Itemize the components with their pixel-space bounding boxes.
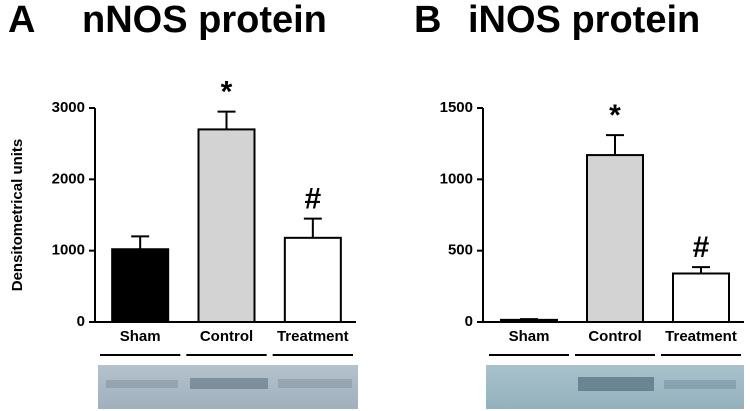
x-tick-label: Control: [588, 328, 641, 345]
x-tick-label: Treatment: [277, 328, 349, 345]
y-tick-label: 1000: [52, 242, 85, 259]
y-tick-label: 0: [465, 313, 473, 330]
bar: [500, 318, 558, 323]
y-axis-label: Densitometrical units: [9, 139, 26, 292]
x-tick-label: Sham: [120, 328, 161, 345]
y-tick-label: 3000: [52, 99, 85, 116]
bar: [586, 154, 644, 323]
blot-b: [486, 365, 744, 409]
x-tick-label: Control: [200, 328, 253, 345]
chart-title: nNOS protein: [82, 0, 327, 41]
x-tick-label: Treatment: [665, 328, 737, 345]
x-tick-label: Sham: [509, 328, 550, 345]
panel-letter: A: [8, 0, 35, 41]
annotation: *: [609, 99, 621, 132]
bar: [283, 236, 342, 323]
annotation: #: [304, 182, 321, 215]
annotation: #: [693, 231, 710, 264]
y-tick-label: 1000: [440, 170, 473, 187]
y-tick-label: 0: [77, 313, 85, 330]
chart-title: iNOS protein: [468, 0, 700, 41]
annotation: *: [221, 75, 233, 108]
bar: [197, 128, 256, 323]
y-tick-label: 2000: [52, 170, 85, 187]
y-tick-label: 500: [448, 242, 473, 259]
panel-letter: B: [414, 0, 441, 41]
blot-a: [98, 365, 358, 409]
bar: [672, 272, 730, 324]
bar: [111, 248, 170, 324]
y-tick-label: 1500: [440, 99, 473, 116]
